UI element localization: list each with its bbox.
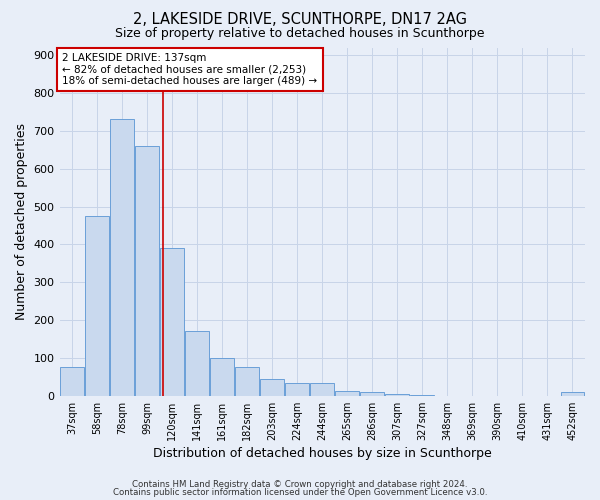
Text: Contains public sector information licensed under the Open Government Licence v3: Contains public sector information licen… (113, 488, 487, 497)
Y-axis label: Number of detached properties: Number of detached properties (15, 123, 28, 320)
Bar (260, 379, 284, 396)
Text: Size of property relative to detached houses in Scunthorpe: Size of property relative to detached ho… (115, 28, 485, 40)
Bar (286, 384, 309, 396)
Text: 2 LAKESIDE DRIVE: 137sqm
← 82% of detached houses are smaller (2,253)
18% of sem: 2 LAKESIDE DRIVE: 137sqm ← 82% of detach… (62, 52, 317, 86)
Bar (335, 391, 359, 396)
Bar (85, 216, 109, 396)
Bar (410, 394, 434, 396)
Bar (361, 392, 384, 396)
Text: Contains HM Land Registry data © Crown copyright and database right 2024.: Contains HM Land Registry data © Crown c… (132, 480, 468, 489)
Bar (135, 146, 159, 396)
Bar (60, 368, 84, 396)
Bar (210, 358, 234, 396)
X-axis label: Distribution of detached houses by size in Scunthorpe: Distribution of detached houses by size … (153, 447, 491, 460)
Bar (160, 248, 184, 396)
Bar (560, 392, 584, 396)
Bar (110, 120, 134, 396)
Bar (385, 394, 409, 396)
Bar (310, 384, 334, 396)
Bar (235, 368, 259, 396)
Text: 2, LAKESIDE DRIVE, SCUNTHORPE, DN17 2AG: 2, LAKESIDE DRIVE, SCUNTHORPE, DN17 2AG (133, 12, 467, 28)
Bar (185, 332, 209, 396)
